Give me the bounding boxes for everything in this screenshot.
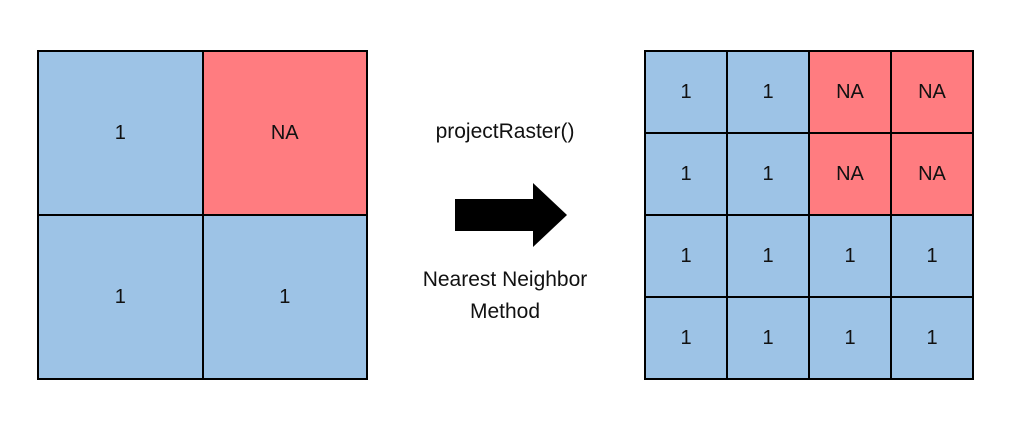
input-cell-1: 1	[39, 52, 202, 214]
output-cell-6: 1	[728, 134, 808, 214]
output-cell-3: NA	[810, 52, 890, 132]
output-cell-10: 1	[728, 216, 808, 296]
input-cell-4: 1	[204, 216, 367, 378]
output-cell-15: 1	[810, 298, 890, 378]
input-raster-grid: 1 NA 1 1	[37, 50, 368, 380]
method-label-line-1: Nearest Neighbor	[400, 264, 610, 296]
output-cell-5: 1	[646, 134, 726, 214]
input-cell-2: NA	[204, 52, 367, 214]
function-label: projectRaster()	[405, 120, 605, 144]
output-cell-4: NA	[892, 52, 972, 132]
output-cell-13: 1	[646, 298, 726, 378]
method-label: Nearest Neighbor Method	[400, 264, 610, 328]
output-cell-12: 1	[892, 216, 972, 296]
output-raster-grid: 1 1 NA NA 1 1 NA NA 1 1 1 1 1 1 1 1	[644, 50, 974, 380]
input-cell-3: 1	[39, 216, 202, 378]
output-cell-11: 1	[810, 216, 890, 296]
output-cell-8: NA	[892, 134, 972, 214]
output-cell-9: 1	[646, 216, 726, 296]
output-cell-2: 1	[728, 52, 808, 132]
output-cell-7: NA	[810, 134, 890, 214]
output-cell-14: 1	[728, 298, 808, 378]
method-label-line-2: Method	[400, 296, 610, 328]
output-cell-16: 1	[892, 298, 972, 378]
output-cell-1: 1	[646, 52, 726, 132]
right-arrow-icon	[455, 183, 567, 247]
